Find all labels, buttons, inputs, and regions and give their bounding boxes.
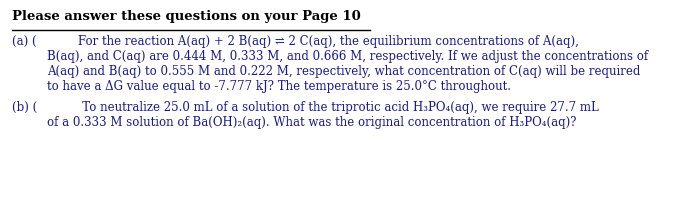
Text: Please answer these questions on your Page 10: Please answer these questions on your Pa…: [12, 10, 361, 23]
Text: to have a ΔG value equal to -7.777 kJ? The temperature is 25.0°C throughout.: to have a ΔG value equal to -7.777 kJ? T…: [47, 80, 511, 93]
Text: B(aq), and C(aq) are 0.444 M, 0.333 M, and 0.666 M, respectively. If we adjust t: B(aq), and C(aq) are 0.444 M, 0.333 M, a…: [47, 50, 648, 63]
Text: (a) (           For the reaction A(aq) + 2 B(aq) ⇌ 2 C(aq), the equilibrium conc: (a) ( For the reaction A(aq) + 2 B(aq) ⇌…: [12, 35, 579, 48]
Text: of a 0.333 M solution of Ba(OH)₂(aq). What was the original concentration of H₃P: of a 0.333 M solution of Ba(OH)₂(aq). Wh…: [47, 116, 576, 129]
Text: A(aq) and B(aq) to 0.555 M and 0.222 M, respectively, what concentration of C(aq: A(aq) and B(aq) to 0.555 M and 0.222 M, …: [47, 65, 640, 78]
Text: (b) (            To neutralize 25.0 mL of a solution of the triprotic acid H₃PO₄: (b) ( To neutralize 25.0 mL of a solutio…: [12, 101, 599, 114]
